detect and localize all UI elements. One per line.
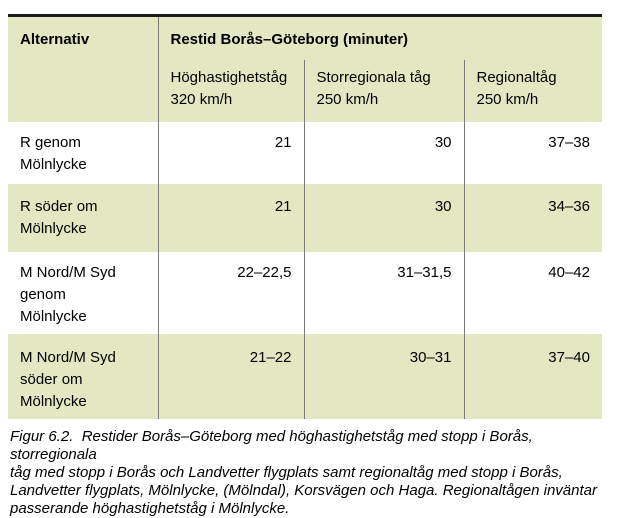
table-row: R söder om Mölnlycke 21 30 34–36 — [8, 183, 602, 252]
figure-caption: Figur 6.2. Restider Borås–Göteborg med h… — [10, 428, 597, 517]
cell-value: 40–42 — [464, 251, 602, 334]
cell-value: 30 — [304, 121, 465, 184]
cell-value: 37–40 — [464, 333, 602, 419]
table-header-row-subcolumns: Höghastighetståg 320 km/h Storregionala … — [8, 59, 602, 122]
cell-value: 22–22,5 — [158, 251, 305, 334]
cell-value: 30–31 — [304, 333, 465, 419]
row-label: R söder om Mölnlycke — [8, 183, 159, 252]
cell-value: 37–38 — [464, 121, 602, 184]
figure-table-container: Alternativ Restid Borås–Göteborg (minute… — [8, 14, 602, 419]
traveltime-table: Alternativ Restid Borås–Göteborg (minute… — [8, 14, 602, 419]
table-header-row-title: Alternativ Restid Borås–Göteborg (minute… — [8, 15, 602, 60]
row-label: M Nord/M Syd söder om Mölnlycke — [8, 333, 159, 419]
cell-value: 34–36 — [464, 183, 602, 252]
cell-value: 21 — [158, 121, 305, 184]
row-label: M Nord/M Syd genom Mölnlycke — [8, 251, 159, 334]
table-row: R genom Mölnlycke 21 30 37–38 — [8, 121, 602, 184]
cell-value: 21–22 — [158, 333, 305, 419]
header-cell-storregionala: Storregionala tåg 250 km/h — [304, 59, 465, 122]
header-cell-empty — [8, 59, 159, 122]
header-cell-alternativ: Alternativ — [8, 15, 159, 60]
row-label: R genom Mölnlycke — [8, 121, 159, 184]
cell-value: 21 — [158, 183, 305, 252]
header-cell-table-title: Restid Borås–Göteborg (minuter) — [158, 15, 602, 60]
cell-value: 31–31,5 — [304, 251, 465, 334]
table-row: M Nord/M Syd genom Mölnlycke 22–22,5 31–… — [8, 251, 602, 334]
cell-value: 30 — [304, 183, 465, 252]
header-cell-hoghastighetstag: Höghastighetståg 320 km/h — [158, 59, 305, 122]
header-cell-regionaltag: Regionaltåg 250 km/h — [464, 59, 602, 122]
table-row: M Nord/M Syd söder om Mölnlycke 21–22 30… — [8, 333, 602, 419]
